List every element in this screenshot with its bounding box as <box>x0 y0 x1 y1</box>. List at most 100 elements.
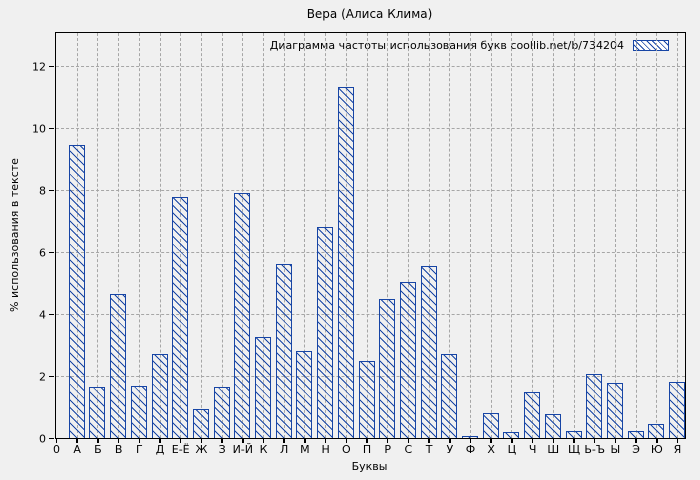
x-tick-mark <box>262 438 265 443</box>
x-tick-mark <box>304 438 306 443</box>
bar-Л <box>275 264 292 438</box>
x-tick-mark <box>97 438 99 443</box>
x-tick-mark <box>656 438 658 443</box>
x-tick-label: В <box>114 443 123 456</box>
x-tick-mark <box>324 438 327 443</box>
x-tick-mark <box>55 438 58 443</box>
bar-Ч <box>524 391 541 438</box>
plot-area: Диаграмма частоты использования букв coo… <box>55 32 686 439</box>
gridline-vertical <box>387 33 389 438</box>
x-tick-mark <box>283 438 285 443</box>
x-tick-label: Ч <box>528 443 537 456</box>
y-tick-label: 6 <box>39 246 46 260</box>
bar-И-Й <box>234 193 251 438</box>
x-tick-mark <box>386 438 389 443</box>
bar-Р <box>379 298 396 438</box>
x-tick-label: Ь-Ъ <box>584 443 606 456</box>
gridline-horizontal <box>56 66 685 68</box>
x-tick-mark <box>76 438 78 443</box>
gridline-vertical <box>97 33 99 438</box>
x-tick-mark <box>593 438 596 443</box>
x-tick-label: Г <box>135 443 143 456</box>
x-tick-mark <box>366 438 368 443</box>
y-tick-label: 4 <box>39 308 46 322</box>
bar-В <box>110 293 127 438</box>
x-tick-mark <box>490 438 492 443</box>
bar-У <box>441 353 458 438</box>
bar-Ы <box>606 382 623 438</box>
x-axis-label: Буквы <box>351 460 388 473</box>
gridline-vertical <box>449 33 451 438</box>
x-tick-mark <box>407 438 410 443</box>
x-tick-mark <box>428 438 430 443</box>
y-tick-mark <box>49 65 54 68</box>
bar-Д <box>151 354 168 438</box>
gridline-vertical <box>656 33 658 438</box>
gridline-vertical <box>428 33 430 438</box>
y-tick-label: 12 <box>32 60 46 74</box>
x-tick-label: П <box>362 443 372 456</box>
x-tick-label: Е-Ё <box>171 443 190 456</box>
gridline-horizontal <box>56 252 685 254</box>
x-tick-label: И-Й <box>232 443 254 456</box>
bar-Ш <box>544 413 561 438</box>
bar-Ц <box>503 432 520 438</box>
legend-swatch <box>633 40 669 51</box>
y-tick-label: 0 <box>39 432 46 445</box>
y-tick-label: 10 <box>32 122 46 136</box>
bar-Х <box>482 412 499 438</box>
gridline-vertical <box>221 33 223 438</box>
x-tick-mark <box>117 438 120 443</box>
x-tick-label: Р <box>384 443 391 456</box>
x-tick-label: Ы <box>610 443 621 456</box>
gridline-vertical <box>304 33 306 438</box>
bar-А <box>68 145 85 438</box>
bar-Э <box>627 431 644 438</box>
gridline-vertical <box>263 33 264 438</box>
y-tick-mark <box>49 437 54 440</box>
x-tick-label: Т <box>425 443 433 456</box>
bar-Н <box>317 226 334 438</box>
x-tick-label: О <box>341 443 351 456</box>
y-tick-mark <box>49 375 54 378</box>
x-tick-mark <box>200 438 203 443</box>
x-tick-mark <box>242 438 244 443</box>
legend: Диаграмма частоты использования букв coo… <box>270 39 669 52</box>
y-tick-mark <box>49 313 54 316</box>
bar-Б <box>89 386 106 438</box>
x-tick-label: Ж <box>195 443 208 456</box>
y-tick-label: 8 <box>39 184 46 198</box>
x-tick-label: К <box>259 443 268 456</box>
gridline-vertical <box>532 33 534 438</box>
x-tick-label: 0 <box>53 443 60 456</box>
gridline-vertical <box>470 33 471 438</box>
bar-Щ <box>565 430 582 438</box>
x-tick-mark <box>531 438 534 443</box>
x-tick-mark <box>573 438 575 443</box>
gridline-vertical <box>407 33 409 438</box>
bar-Ь-Ъ <box>586 373 603 438</box>
x-tick-label: Х <box>487 443 495 456</box>
x-tick-mark <box>614 438 617 443</box>
gridline-vertical <box>552 33 554 438</box>
x-tick-mark <box>159 438 161 443</box>
gridline-vertical <box>366 33 368 438</box>
bar-З <box>213 386 230 438</box>
bar-К <box>255 336 271 438</box>
bar-Е-Ё <box>172 196 189 438</box>
gridline-vertical <box>138 33 140 438</box>
gridline-vertical <box>594 33 596 438</box>
x-tick-label: Ю <box>650 443 663 456</box>
gridline-horizontal <box>56 314 685 316</box>
x-tick-label: М <box>300 443 310 456</box>
x-tick-label: А <box>73 443 81 456</box>
gridline-vertical <box>573 33 575 438</box>
x-tick-mark <box>552 438 555 443</box>
x-tick-label: Н <box>321 443 330 456</box>
x-tick-mark <box>221 438 223 443</box>
bar-Г <box>130 385 147 438</box>
x-tick-label: Д <box>155 443 165 456</box>
bar-Ж <box>192 409 209 438</box>
x-tick-mark <box>511 438 513 443</box>
